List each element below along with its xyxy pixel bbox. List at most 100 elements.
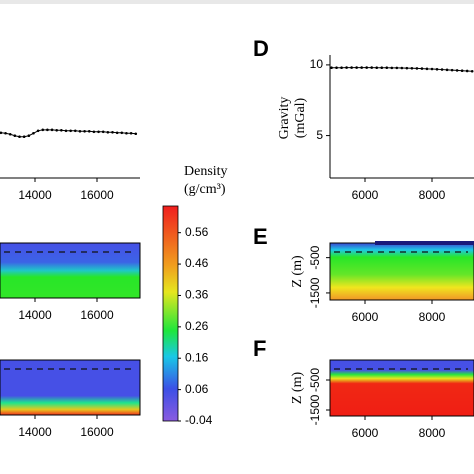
gravity-point — [440, 68, 444, 71]
colorbar-title: Density — [184, 164, 228, 179]
gravity-point — [22, 135, 26, 138]
x-tick-label: 16000 — [80, 308, 114, 322]
x-tick-label: 16000 — [80, 188, 114, 202]
gravity-point — [380, 66, 384, 70]
x-tick-label: 6000 — [352, 426, 379, 440]
gravity-point — [8, 132, 12, 136]
gravity-line — [0, 129, 136, 138]
y-tick-label: -500 — [308, 245, 322, 269]
gravity-point — [450, 68, 454, 72]
gravity-point — [101, 130, 105, 134]
gravity-point — [335, 66, 338, 70]
y-tick-label: -1500 — [308, 394, 322, 425]
gravity-point — [4, 131, 7, 135]
x-tick-label: 14000 — [18, 188, 52, 202]
panel-label: D — [253, 36, 269, 61]
gravity-point — [330, 66, 333, 70]
gravity-point — [465, 69, 469, 73]
y-axis-label: Z (m) — [290, 372, 305, 405]
x-tick-label: 8000 — [419, 426, 446, 440]
gravity-point — [340, 66, 343, 70]
colorbar-tick-label: 0.56 — [185, 225, 209, 239]
y-tick-label: 10 — [310, 57, 324, 71]
y-tick-label: -1500 — [308, 277, 322, 308]
gravity-point — [345, 66, 348, 69]
y-tick-label: 5 — [316, 128, 323, 142]
x-tick-label: 8000 — [419, 188, 446, 202]
gravity-point — [365, 66, 368, 69]
gravity-point — [455, 69, 459, 72]
gravity-point — [60, 129, 63, 132]
x-tick-label: 14000 — [18, 308, 52, 322]
colorbar-tick-label: 0.36 — [185, 288, 209, 302]
gravity-point — [32, 131, 35, 135]
gravity-point — [55, 129, 59, 132]
gravity-point — [460, 69, 464, 72]
colorbar-tick-label: 0.26 — [185, 319, 209, 333]
colorbar — [162, 205, 179, 422]
x-tick-label: 6000 — [352, 188, 379, 202]
y-axis-label: Gravity — [277, 97, 292, 140]
gravity-point — [425, 67, 429, 71]
colorbar-tick-label: 0.06 — [185, 382, 209, 396]
x-tick-label: 14000 — [18, 425, 52, 439]
surface-bar — [375, 241, 474, 245]
density-section — [0, 242, 141, 299]
gravity-point — [0, 131, 3, 135]
gravity-point — [13, 134, 17, 138]
gravity-point — [134, 132, 138, 136]
gravity-point — [355, 66, 358, 69]
gravity-point — [400, 66, 404, 70]
gravity-point — [92, 130, 96, 134]
gravity-point — [445, 68, 449, 72]
gravity-point — [350, 66, 353, 69]
gravity-point — [470, 69, 474, 73]
panel-label: F — [253, 336, 266, 361]
gravity-point — [370, 66, 374, 69]
density-section — [0, 359, 141, 416]
gravity-point — [415, 67, 419, 70]
gravity-point — [435, 67, 439, 71]
gravity-point — [50, 128, 54, 132]
gravity-point — [420, 67, 424, 70]
gravity-point — [360, 66, 363, 69]
gravity-point — [36, 129, 40, 133]
x-tick-label: 6000 — [352, 310, 379, 324]
gravity-point — [106, 130, 110, 134]
gravity-point — [385, 66, 389, 70]
gravity-point — [41, 128, 45, 132]
gravity-point — [46, 128, 49, 132]
gravity-point — [395, 66, 399, 70]
gravity-point — [18, 135, 21, 138]
y-axis-label: (mGal) — [293, 97, 308, 138]
gravity-point — [74, 129, 77, 133]
gravity-point — [83, 129, 86, 133]
colorbar-tick-label: 0.46 — [185, 256, 209, 270]
gravity-point — [430, 67, 434, 71]
panel-label: E — [253, 224, 268, 249]
gravity-point — [78, 129, 82, 133]
x-tick-label: 16000 — [80, 425, 114, 439]
top-strip — [0, 0, 474, 4]
gravity-point — [115, 131, 119, 135]
x-tick-label: 8000 — [419, 310, 446, 324]
colorbar-unit: (g/cm³) — [184, 182, 226, 197]
gravity-point — [375, 66, 379, 70]
gravity-point — [125, 131, 128, 135]
gravity-point — [87, 129, 91, 133]
gravity-point — [410, 66, 414, 70]
gravity-point — [111, 130, 114, 134]
colorbar-tick-label: 0.16 — [185, 350, 209, 364]
gravity-point — [120, 131, 124, 135]
gravity-point — [69, 129, 72, 133]
gravity-point — [390, 66, 394, 70]
gravity-point — [405, 66, 409, 70]
gravity-point — [97, 130, 100, 134]
y-tick-label: -500 — [308, 368, 322, 392]
gravity-point — [64, 129, 68, 133]
y-axis-label: Z (m) — [290, 255, 305, 288]
gravity-point — [27, 134, 31, 138]
colorbar-tick-label: -0.04 — [185, 413, 213, 427]
gravity-point — [129, 131, 133, 135]
